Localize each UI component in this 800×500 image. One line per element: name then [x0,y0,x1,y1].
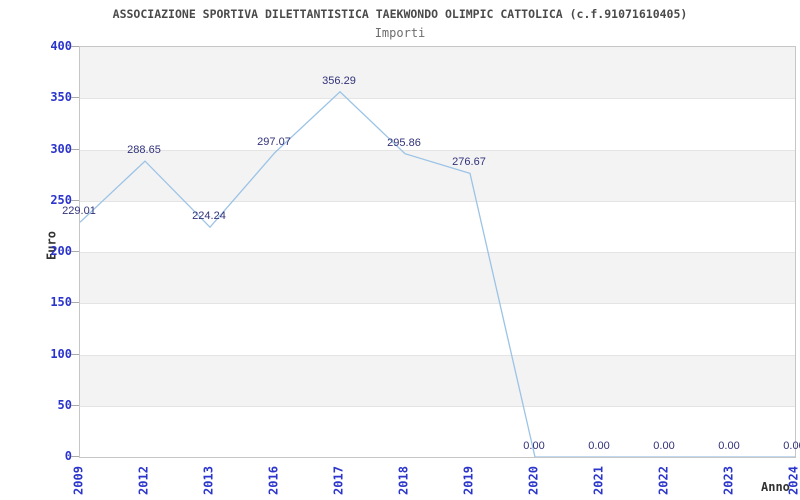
y-tick-mark [71,404,79,406]
plot-area [79,46,796,458]
data-point-label: 276.67 [452,156,486,169]
data-point-label: 288.65 [127,144,161,157]
y-tick-mark [71,302,79,304]
chart-title: ASSOCIAZIONE SPORTIVA DILETTANTISTICA TA… [112,7,688,21]
y-tick-label: 100 [50,346,72,361]
plot-band [80,200,795,252]
x-tick-label: 2019 [461,466,476,495]
y-tick-mark [71,148,79,150]
x-tick-label: 2013 [201,466,216,495]
x-tick-label: 2020 [526,466,541,495]
gridline [80,355,795,356]
data-point-label: 0.00 [523,440,545,452]
x-tick-label: 2012 [136,466,151,495]
x-tick-label: 2023 [721,466,736,495]
plot-band [80,354,795,406]
plot-band [80,98,795,150]
y-tick-label: 200 [50,244,72,258]
data-point-label: 297.07 [257,135,291,148]
y-tick-mark [71,46,79,47]
y-tick-mark [71,251,79,252]
gridline [80,150,795,151]
plot-band [80,149,795,201]
y-tick-label: 250 [50,192,72,207]
y-tick-label: 0 [64,449,72,463]
x-tick-label: 2021 [591,466,606,495]
x-axis-title: Anno [761,480,790,494]
gridline [80,98,795,99]
x-tick-label: 2022 [656,466,671,495]
plot-band [80,303,795,355]
data-point-label: 356.29 [322,74,356,87]
x-tick-label: 2018 [396,466,411,495]
gridline [80,201,795,202]
line-chart-svg [80,90,795,457]
y-tick-mark [71,353,79,355]
gridline [80,406,795,407]
y-tick-mark [71,456,79,457]
plot-band [80,405,795,457]
series-line [80,90,795,457]
y-tick-label: 50 [57,397,72,412]
data-point-label: 0.00 [653,440,675,452]
gridline [80,303,795,304]
plot-band [80,47,795,99]
y-tick-label: 400 [50,39,72,53]
y-tick-label: 150 [50,295,72,310]
data-point-label: 295.86 [387,136,421,149]
x-tick-label: 2016 [266,466,281,495]
data-point-label: 229.01 [62,205,96,218]
data-point-label: 0.00 [718,440,740,452]
gridline [80,252,795,253]
x-tick-label: 2009 [71,466,86,495]
data-point-label: 224.24 [192,210,226,223]
plot-band [80,252,795,304]
y-tick-mark [71,199,79,201]
y-tick-label: 300 [50,141,72,156]
x-tick-label: 2017 [331,466,346,495]
data-point-label: 0.00 [588,440,610,452]
x-tick-label: 2024 [786,466,800,495]
y-tick-label: 350 [50,90,72,105]
chart-subtitle: Importi [374,26,426,40]
data-point-label: 0.00 [783,440,800,452]
y-tick-mark [71,97,79,99]
